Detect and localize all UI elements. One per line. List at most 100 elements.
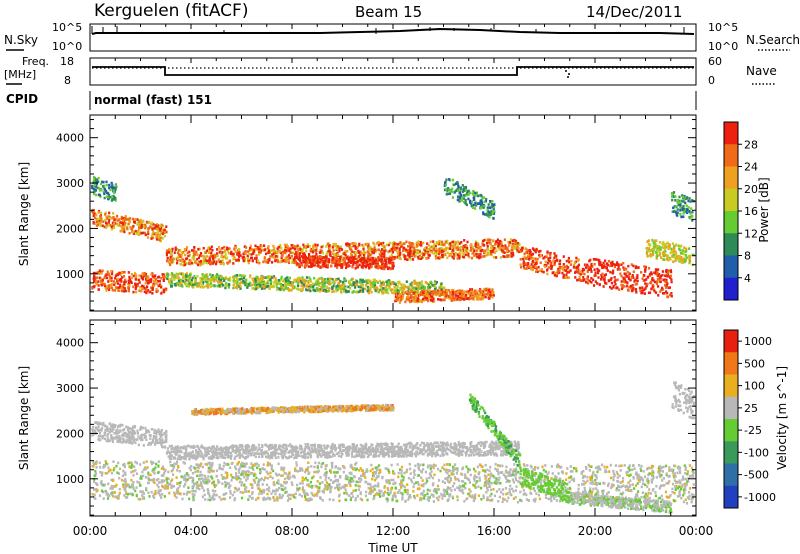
range-gate-cell bbox=[112, 189, 115, 192]
range-gate-cell bbox=[560, 267, 563, 270]
range-gate-cell bbox=[636, 266, 639, 269]
range-gate-cell bbox=[413, 300, 416, 303]
range-gate-cell bbox=[104, 437, 107, 441]
range-gate-cell bbox=[304, 261, 307, 264]
range-gate-cell bbox=[493, 203, 496, 206]
freq-tick-top: 18 bbox=[60, 55, 74, 68]
range-gate-cell bbox=[382, 264, 385, 267]
range-gate-cell bbox=[525, 267, 528, 270]
range-gate-cell bbox=[619, 272, 622, 276]
range-gate-cell bbox=[134, 489, 137, 493]
range-gate-cell bbox=[618, 268, 621, 271]
range-gate-cell bbox=[526, 257, 529, 260]
range-gate-cell bbox=[128, 281, 131, 285]
range-gate-cell bbox=[439, 290, 442, 294]
range-gate-cell bbox=[120, 215, 123, 219]
range-gate-cell bbox=[271, 276, 274, 280]
range-gate-cell bbox=[445, 246, 448, 250]
range-gate-cell bbox=[688, 197, 691, 200]
range-gate-cell bbox=[235, 283, 239, 286]
range-gate-cell bbox=[205, 249, 208, 253]
range-gate-cell bbox=[630, 286, 633, 290]
range-gate-cell bbox=[139, 218, 142, 222]
range-gate-cell bbox=[585, 266, 588, 269]
range-gate-cell bbox=[382, 241, 385, 245]
range-gate-cell bbox=[417, 297, 420, 300]
range-gate-cell bbox=[572, 266, 575, 269]
range-gate-cell bbox=[127, 279, 130, 283]
range-gate-cell bbox=[512, 254, 515, 257]
range-gate-cell bbox=[616, 261, 619, 264]
range-gate-cell bbox=[420, 280, 423, 283]
range-gate-cell bbox=[546, 261, 549, 265]
range-gate-cell bbox=[249, 244, 252, 248]
range-gate-cell bbox=[458, 200, 461, 203]
range-gate-cell bbox=[257, 253, 261, 256]
range-gate-cell bbox=[684, 201, 687, 205]
range-gate-cell bbox=[471, 200, 474, 203]
range-gate-cell bbox=[457, 189, 460, 192]
range-gate-cell bbox=[130, 427, 134, 431]
range-gate-cell bbox=[134, 229, 137, 233]
range-gate-cell bbox=[367, 251, 370, 254]
range-gate-cell bbox=[160, 277, 163, 280]
range-gate-cell bbox=[279, 288, 282, 291]
range-gate-cell bbox=[522, 260, 525, 263]
range-gate-cell bbox=[179, 249, 182, 252]
range-gate-cell bbox=[457, 290, 460, 293]
range-gate-cell bbox=[111, 423, 114, 426]
range-gate-cell bbox=[171, 247, 174, 251]
range-gate-cell bbox=[680, 260, 683, 264]
range-gate-cell bbox=[378, 256, 381, 260]
range-gate-cell bbox=[133, 438, 136, 441]
range-gate-cell bbox=[437, 293, 440, 296]
range-gate-cell bbox=[670, 249, 673, 253]
range-gate-cell bbox=[398, 282, 401, 285]
range-gate-cell bbox=[558, 271, 561, 274]
range-gate-cell bbox=[147, 430, 151, 434]
range-gate-cell bbox=[418, 299, 421, 303]
range-gate-cell bbox=[399, 298, 403, 302]
range-gate-cell bbox=[263, 285, 266, 289]
range-gate-cell bbox=[191, 256, 194, 260]
range-gate-cell bbox=[689, 217, 692, 220]
range-gate-cell bbox=[689, 212, 692, 215]
range-gate-cell bbox=[423, 294, 426, 298]
range-gate-cell bbox=[658, 253, 661, 257]
range-gate-cell bbox=[348, 260, 351, 264]
range-gate-cell bbox=[632, 287, 635, 290]
range-gate-cell bbox=[539, 261, 542, 264]
range-gate-cell bbox=[326, 265, 329, 269]
range-gate-cell bbox=[549, 264, 553, 268]
range-gate-cell bbox=[648, 273, 652, 276]
range-gate-cell bbox=[319, 249, 322, 252]
range-gate-cell bbox=[158, 437, 161, 441]
range-gate-cell bbox=[274, 259, 277, 263]
range-gate-cell bbox=[119, 283, 122, 287]
range-gate-cell bbox=[672, 250, 675, 253]
range-gate-cell bbox=[170, 272, 174, 275]
range-gate-cell bbox=[132, 274, 135, 278]
range-gate-cell bbox=[220, 282, 223, 286]
range-gate-cell bbox=[95, 193, 98, 197]
range-gate-cell bbox=[414, 282, 417, 285]
range-gate-cell bbox=[368, 265, 371, 268]
range-gate-cell bbox=[94, 280, 97, 284]
range-gate-cell bbox=[441, 290, 444, 294]
range-gate-cell bbox=[542, 257, 545, 260]
range-gate-cell bbox=[407, 294, 410, 298]
range-gate-cell bbox=[135, 285, 138, 288]
range-gate-cell bbox=[393, 292, 396, 295]
range-gate-cell bbox=[535, 267, 538, 271]
range-gate-cell bbox=[290, 244, 293, 247]
range-gate-cell bbox=[563, 268, 566, 272]
range-gate-cell bbox=[91, 287, 94, 290]
range-gate-cell bbox=[254, 244, 257, 248]
range-gate-cell bbox=[128, 441, 131, 445]
range-gate-cell bbox=[660, 256, 663, 259]
range-gate-cell bbox=[443, 243, 446, 246]
range-gate-cell bbox=[452, 252, 456, 256]
range-gate-cell bbox=[588, 279, 591, 283]
range-gate-cell bbox=[110, 276, 113, 280]
range-gate-cell bbox=[417, 285, 421, 289]
